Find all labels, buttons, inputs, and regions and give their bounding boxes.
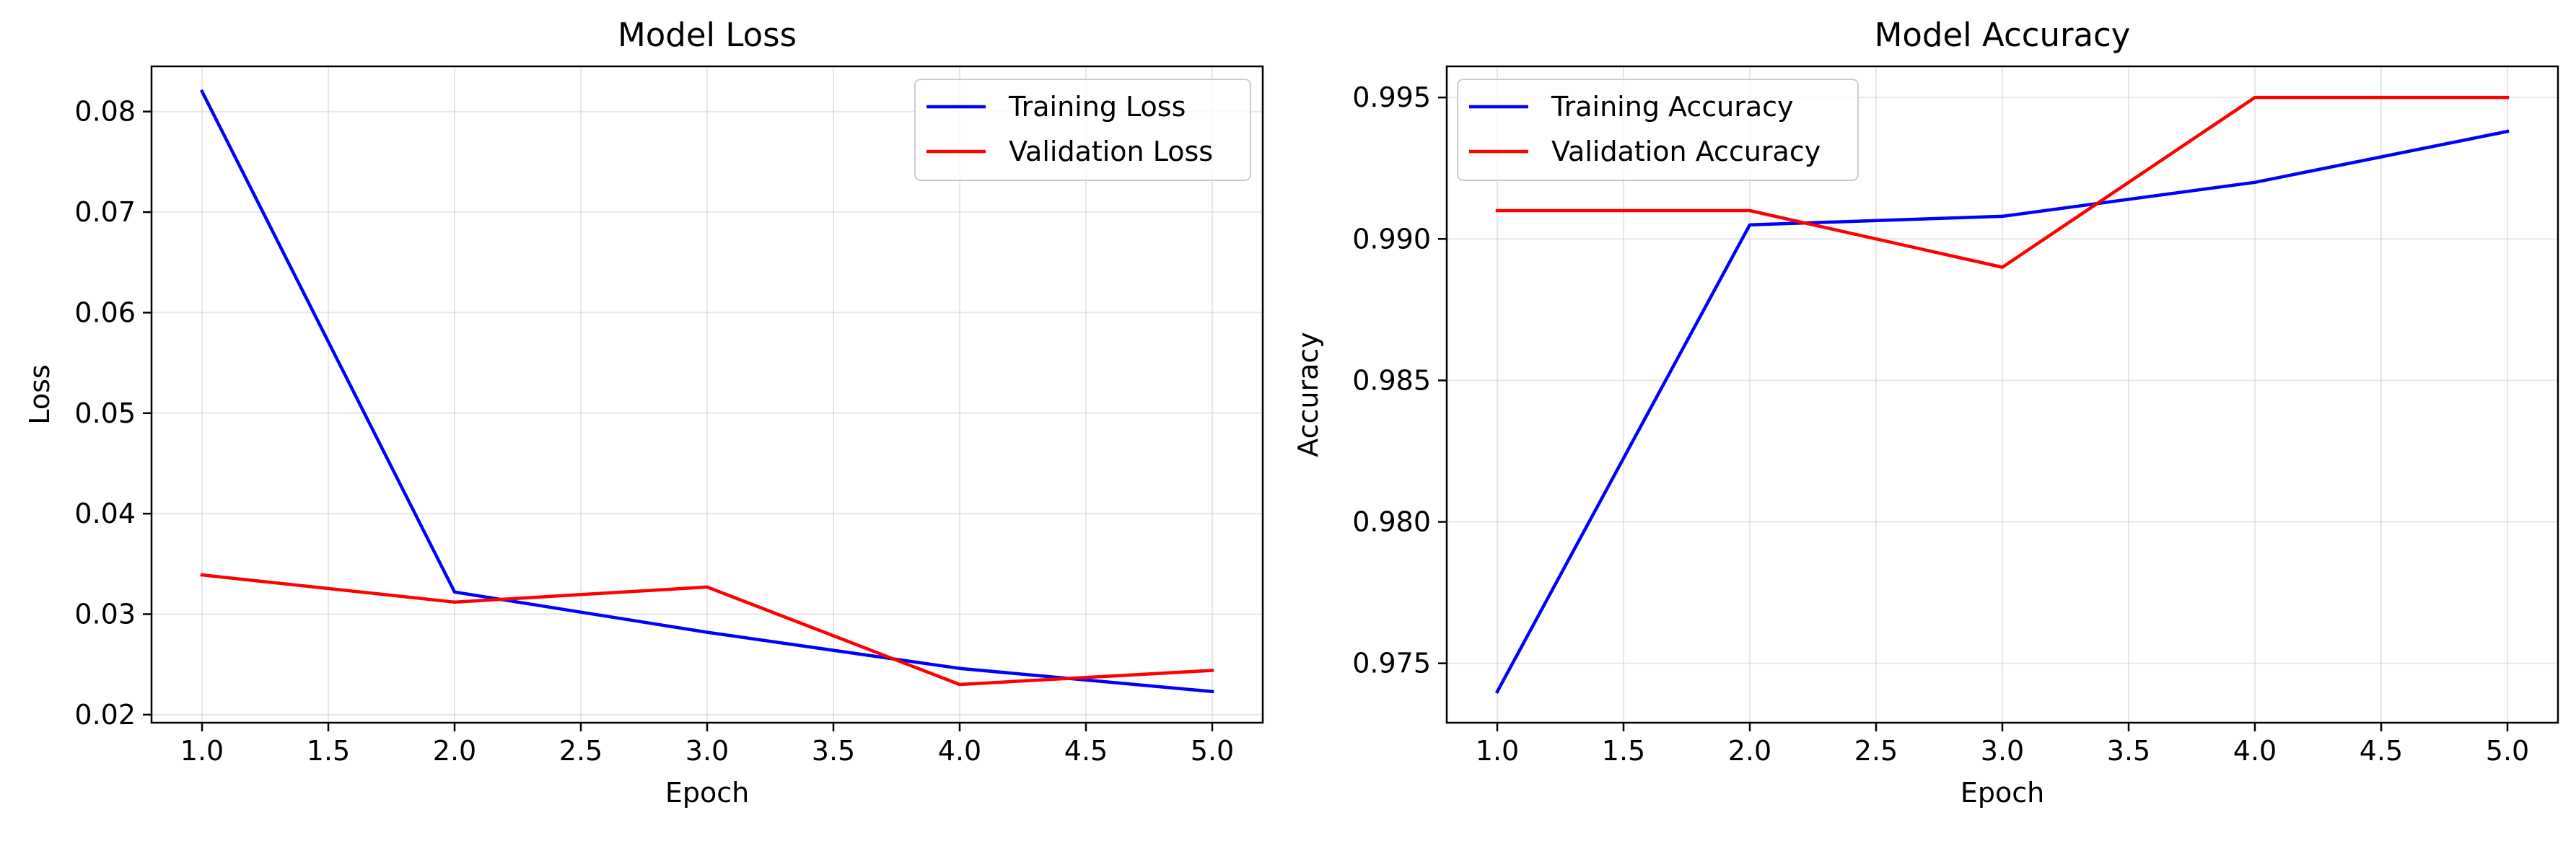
- legend-label: Training Accuracy: [1551, 91, 1794, 123]
- x-tick-label: 4.5: [2360, 735, 2403, 767]
- chart-title: Model Loss: [618, 16, 797, 54]
- y-tick-label: 0.995: [1352, 82, 1431, 113]
- y-tick-label: 0.08: [74, 96, 136, 128]
- plot-frame: [150, 65, 1264, 724]
- series-line-training-loss: [199, 89, 1214, 694]
- legend-label: Training Loss: [1008, 91, 1186, 123]
- y-tick-label: 0.980: [1352, 506, 1431, 538]
- y-tick-label: 0.990: [1352, 223, 1431, 255]
- x-tick-label: 3.0: [685, 735, 729, 767]
- plot-frame: [1445, 65, 2559, 724]
- legend-label: Validation Loss: [1009, 136, 1213, 167]
- series-line-validation-loss: [200, 573, 1214, 687]
- y-tick-label: 0.06: [74, 296, 136, 328]
- x-axis-label: Epoch: [1961, 777, 2044, 809]
- y-tick-label: 0.975: [1352, 648, 1431, 679]
- legend-box: [914, 79, 1251, 181]
- x-tick-label: 1.0: [1476, 735, 1519, 767]
- x-tick-label: 4.5: [1064, 735, 1108, 767]
- x-tick-label: 4.0: [2233, 735, 2277, 767]
- y-tick-label: 0.985: [1352, 364, 1431, 396]
- x-tick-label: 1.5: [1602, 735, 1645, 767]
- y-tick-label: 0.03: [74, 598, 136, 630]
- y-tick-label: 0.02: [74, 699, 136, 731]
- x-tick-label: 2.0: [433, 735, 476, 767]
- chart-1: 1.0 1.5 2.0 2.5 3.0 3.5 4.0 4.5 5.0 0.975 0.980 0.9…: [1292, 16, 2559, 809]
- legend-label: Validation Accuracy: [1551, 136, 1821, 167]
- x-tick-label: 2.0: [1728, 735, 1771, 767]
- x-tick-label: 2.5: [559, 735, 603, 767]
- x-tick-label: 3.5: [2107, 735, 2150, 767]
- legend-box: [1457, 79, 1859, 181]
- y-tick-label: 0.07: [74, 196, 136, 228]
- x-tick-label: 1.0: [180, 735, 224, 767]
- series-line-validation-accuracy: [1495, 95, 2510, 269]
- y-axis-label: Loss: [24, 364, 56, 424]
- y-tick-label: 0.04: [74, 498, 136, 529]
- x-tick-label: 4.0: [938, 735, 981, 767]
- x-tick-label: 5.0: [2486, 735, 2529, 767]
- x-tick-label: 1.5: [307, 735, 350, 767]
- y-tick-label: 0.05: [74, 397, 136, 429]
- x-tick-label: 2.5: [1854, 735, 1898, 767]
- chart-0: 1.0 1.5 2.0 2.5 3.0 3.5 4.0 4.5 5.0 0.02 0.03 0.04 0…: [24, 16, 1264, 809]
- x-tick-label: 3.0: [1981, 735, 2024, 767]
- x-tick-label: 5.0: [1191, 735, 1234, 767]
- series-line-training-accuracy: [1494, 129, 2510, 694]
- y-axis-label: Accuracy: [1292, 332, 1324, 457]
- legend: Training Accuracy Validation Accuracy: [1457, 79, 1859, 181]
- legend: Training Loss Validation Loss: [914, 79, 1251, 181]
- chart-title: Model Accuracy: [1875, 16, 2131, 54]
- x-axis-label: Epoch: [665, 777, 749, 809]
- x-tick-label: 3.5: [812, 735, 855, 767]
